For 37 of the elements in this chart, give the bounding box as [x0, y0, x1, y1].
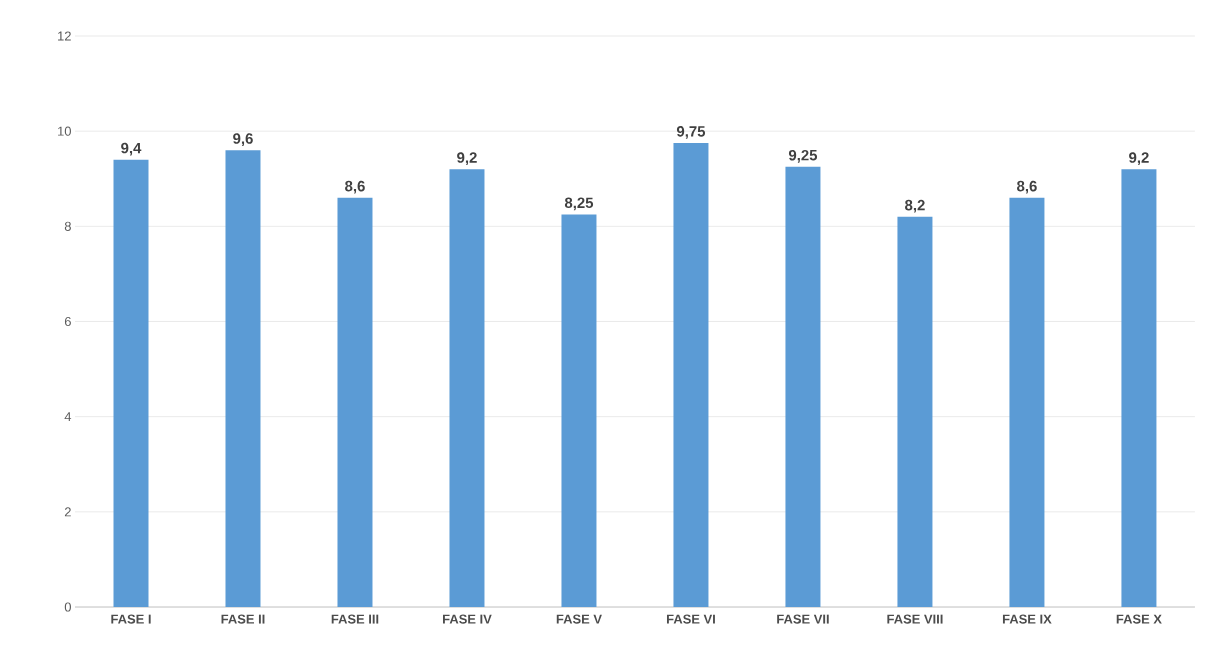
- x-tick-label: FASE VI: [666, 614, 715, 624]
- y-tick-label: 8: [64, 221, 71, 231]
- bar: [113, 159, 149, 607]
- x-tick-label: FASE V: [556, 614, 602, 624]
- data-label: 8,2: [905, 199, 925, 213]
- x-tick-label: FASE VII: [777, 614, 829, 624]
- bar: [673, 143, 709, 607]
- y-tick-label: 12: [58, 31, 71, 41]
- bar: [561, 214, 597, 607]
- x-tick-label: FASE IX: [1002, 614, 1052, 624]
- data-label: 9,2: [457, 152, 477, 166]
- data-label: 9,4: [121, 142, 142, 156]
- bar: [1009, 197, 1045, 607]
- bar: [897, 216, 933, 607]
- y-tick-label: 2: [64, 507, 71, 517]
- bar: [225, 150, 261, 607]
- data-label: 9,2: [1129, 152, 1149, 166]
- x-tick-label: FASE II: [221, 614, 265, 624]
- data-label: 9,75: [676, 126, 706, 139]
- bar: [449, 169, 485, 607]
- data-label: 9,6: [233, 133, 253, 146]
- x-tick-label: FASE VIII: [887, 614, 943, 624]
- bar: [1121, 169, 1157, 607]
- y-tick-label: 4: [64, 412, 72, 422]
- y-tick-label: 0: [64, 602, 71, 612]
- data-label: 8,6: [345, 180, 365, 194]
- x-tick-label: FASE IV: [443, 614, 492, 624]
- data-label: 8,6: [1017, 180, 1037, 194]
- bar: [337, 197, 373, 607]
- x-tick-label: FASE I: [111, 614, 151, 624]
- x-tick-label: FASE X: [1116, 614, 1162, 624]
- data-label: 9,25: [788, 149, 818, 163]
- x-tick-label: FASE III: [331, 614, 379, 624]
- data-label: 8,25: [564, 197, 594, 211]
- y-tick-label: 10: [58, 126, 71, 136]
- y-tick-label: 6: [64, 316, 71, 327]
- bar: [785, 166, 821, 607]
